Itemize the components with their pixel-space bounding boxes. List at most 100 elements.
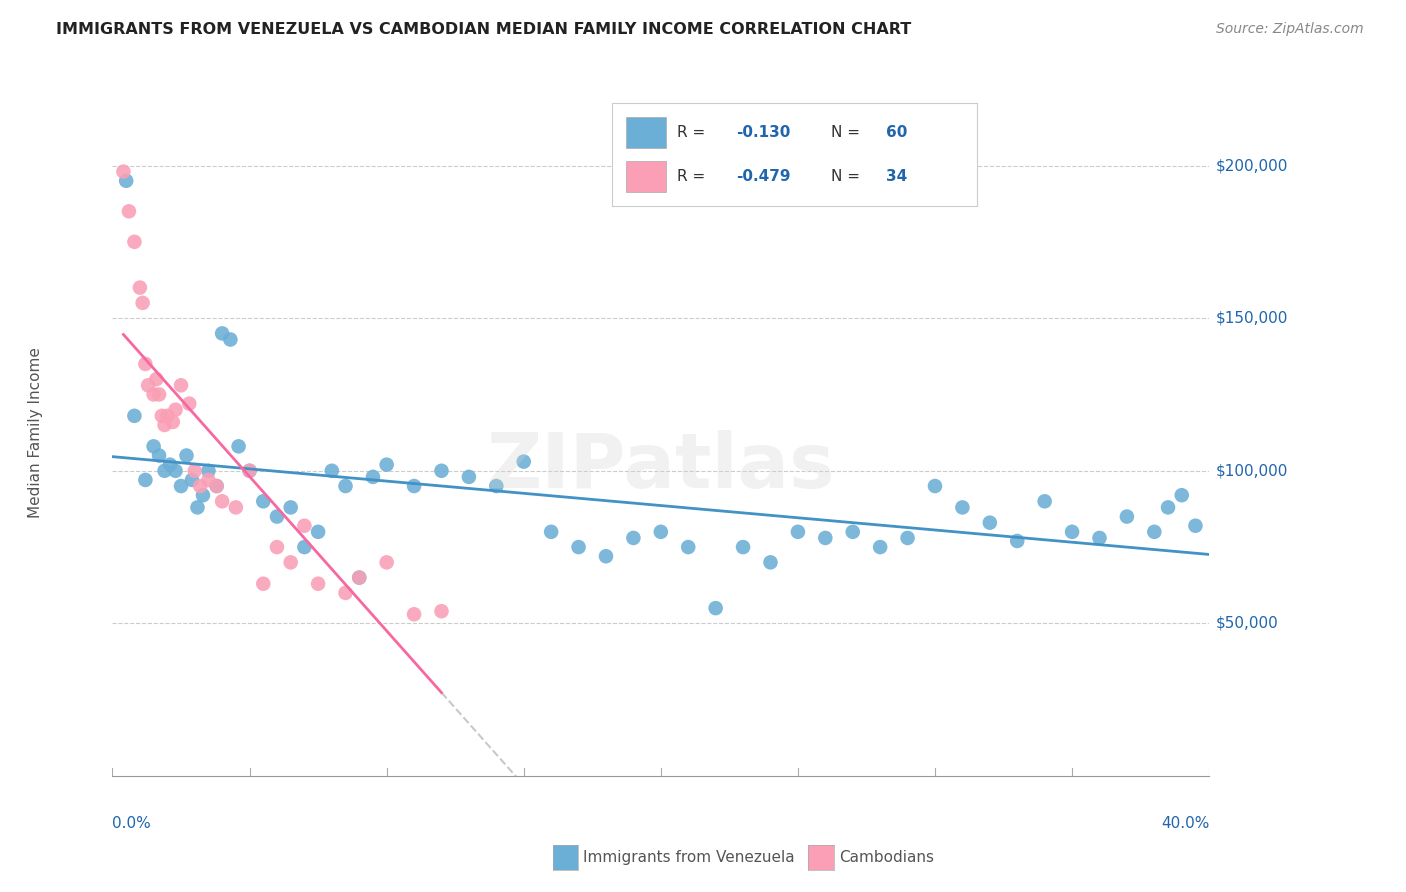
Point <box>170 479 193 493</box>
Point <box>1007 533 1029 548</box>
Point <box>568 540 591 554</box>
Point <box>540 524 562 539</box>
Point <box>239 464 262 478</box>
Point <box>621 531 644 545</box>
Text: $50,000: $50,000 <box>1216 615 1279 631</box>
Text: ZIPatlas: ZIPatlas <box>486 430 835 504</box>
Point <box>118 204 141 219</box>
Point <box>869 540 891 554</box>
Text: Source: ZipAtlas.com: Source: ZipAtlas.com <box>1216 22 1364 37</box>
Text: N =: N = <box>831 125 865 140</box>
Text: -0.479: -0.479 <box>735 169 790 185</box>
Point <box>787 524 810 539</box>
Point <box>170 378 193 392</box>
Point <box>156 409 179 423</box>
Point <box>129 280 152 294</box>
Point <box>1088 531 1111 545</box>
Point <box>191 488 214 502</box>
Point <box>131 296 153 310</box>
Point <box>733 540 755 554</box>
Point <box>205 479 228 493</box>
Text: Cambodians: Cambodians <box>839 850 935 864</box>
Point <box>595 549 617 564</box>
Point <box>252 576 274 591</box>
Point <box>266 540 288 554</box>
Point <box>124 235 146 249</box>
Point <box>1184 518 1206 533</box>
Point <box>205 479 228 493</box>
Point <box>924 479 946 493</box>
Point <box>335 479 357 493</box>
Point <box>430 464 453 478</box>
Point <box>211 326 233 341</box>
Point <box>197 464 219 478</box>
Point <box>280 500 302 515</box>
Point <box>513 455 536 469</box>
Point <box>650 524 672 539</box>
Text: R =: R = <box>678 169 710 185</box>
Point <box>294 540 316 554</box>
Point <box>1171 488 1194 502</box>
Point <box>897 531 920 545</box>
Point <box>404 607 426 622</box>
Text: R =: R = <box>678 125 710 140</box>
Text: 34: 34 <box>886 169 907 185</box>
Point <box>704 601 727 615</box>
Point <box>430 604 453 618</box>
Point <box>176 449 198 463</box>
Point <box>349 571 371 585</box>
Point <box>1143 524 1166 539</box>
Point <box>145 372 167 386</box>
Point <box>335 586 357 600</box>
Point <box>266 509 288 524</box>
Point <box>225 500 247 515</box>
Text: 0.0%: 0.0% <box>112 816 152 831</box>
Point <box>134 357 156 371</box>
Bar <box>626 118 666 148</box>
Point <box>361 470 384 484</box>
Point <box>375 458 398 472</box>
Text: N =: N = <box>831 169 865 185</box>
Text: Immigrants from Venezuela: Immigrants from Venezuela <box>583 850 796 864</box>
Point <box>211 494 233 508</box>
Point <box>252 494 274 508</box>
Point <box>142 387 165 401</box>
Point <box>124 409 146 423</box>
Point <box>153 417 176 432</box>
Point <box>458 470 481 484</box>
Point <box>148 387 170 401</box>
Point <box>814 531 837 545</box>
Point <box>485 479 508 493</box>
Point <box>678 540 700 554</box>
Point <box>239 464 262 478</box>
Point <box>294 518 316 533</box>
Text: Median Family Income: Median Family Income <box>28 347 42 518</box>
Point <box>153 464 176 478</box>
Point <box>159 458 181 472</box>
Text: -0.130: -0.130 <box>735 125 790 140</box>
Point <box>181 473 204 487</box>
Point <box>165 464 187 478</box>
Point <box>134 473 156 487</box>
Point <box>404 479 426 493</box>
Point <box>842 524 865 539</box>
Point <box>952 500 974 515</box>
Point <box>307 524 329 539</box>
Point <box>183 464 207 478</box>
Point <box>142 439 165 453</box>
Text: 60: 60 <box>886 125 907 140</box>
Point <box>150 409 173 423</box>
Point <box>165 402 187 417</box>
Point <box>186 500 208 515</box>
Point <box>115 174 138 188</box>
Point <box>375 555 398 569</box>
Text: 40.0%: 40.0% <box>1161 816 1209 831</box>
Point <box>1033 494 1056 508</box>
Point <box>321 464 343 478</box>
Text: $200,000: $200,000 <box>1216 158 1288 173</box>
Point <box>188 479 211 493</box>
Text: $100,000: $100,000 <box>1216 463 1288 478</box>
Point <box>136 378 159 392</box>
Point <box>228 439 250 453</box>
Point <box>280 555 302 569</box>
